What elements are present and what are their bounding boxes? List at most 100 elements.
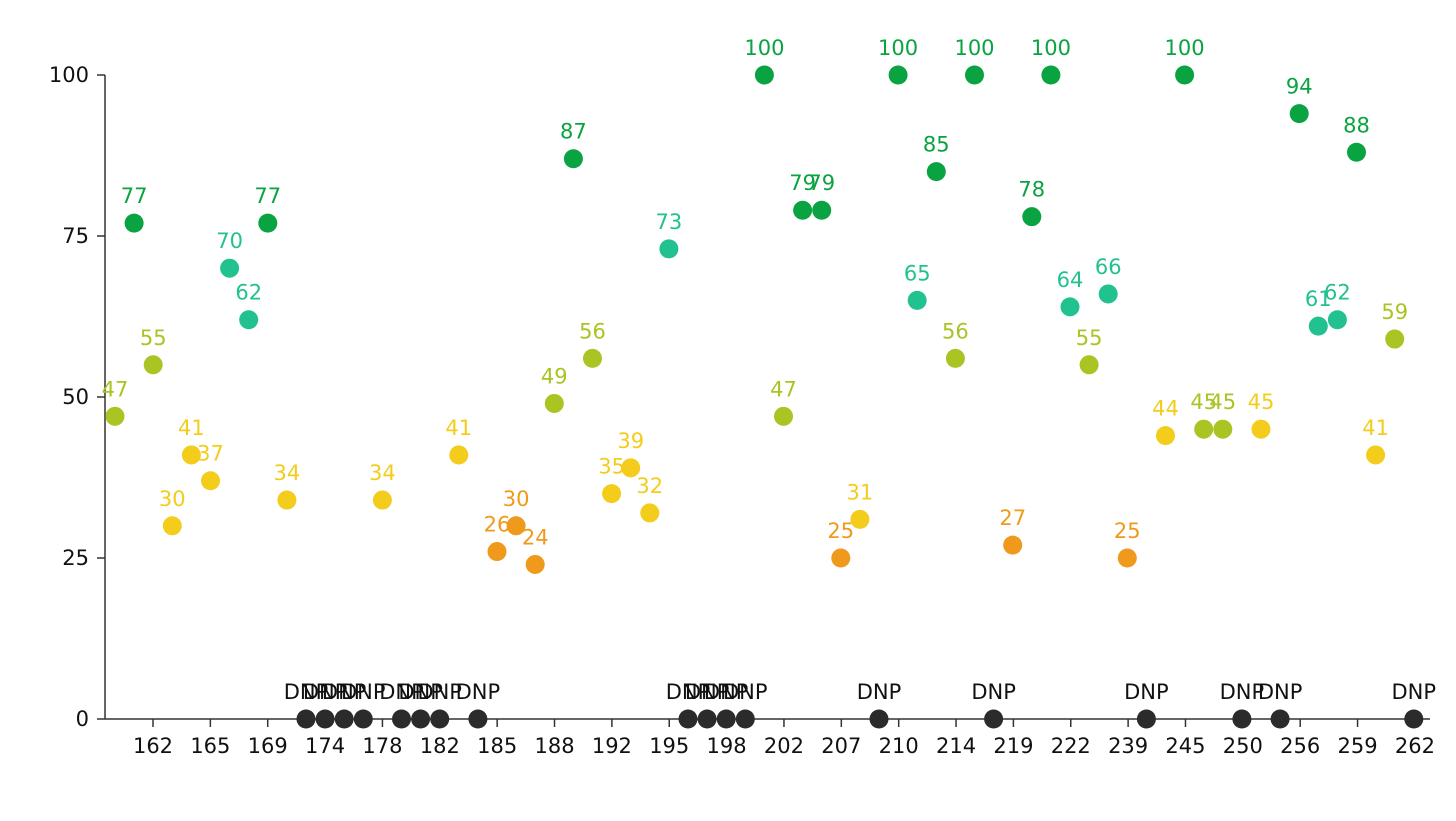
data-point — [220, 258, 240, 278]
data-label: 66 — [1095, 255, 1122, 279]
dnp-point — [869, 709, 889, 729]
dnp-point — [1232, 709, 1252, 729]
dnp-label: DNP — [857, 680, 902, 704]
dnp-label: DNP — [417, 680, 462, 704]
dnp-label: DNP — [456, 680, 501, 704]
data-point — [754, 65, 774, 85]
dnp-point — [716, 709, 736, 729]
x-tick-label: 178 — [362, 734, 402, 758]
data-label: 47 — [770, 377, 797, 401]
data-label: 100 — [1165, 36, 1205, 60]
data-point — [602, 484, 622, 504]
data-point — [659, 239, 679, 259]
data-point — [621, 458, 641, 478]
data-label: 47 — [102, 377, 129, 401]
data-point — [1003, 535, 1023, 555]
data-label: 41 — [1362, 416, 1389, 440]
data-label: 56 — [579, 319, 606, 343]
data-label: 77 — [121, 184, 148, 208]
data-labels: 47775530413770627734DNPDNPDNPDNP34DNPDNP… — [102, 36, 1436, 704]
data-label: 25 — [827, 519, 854, 543]
data-label: 100 — [878, 36, 918, 60]
x-tick-label: 256 — [1280, 734, 1320, 758]
data-label: 34 — [274, 461, 301, 485]
data-point — [201, 471, 220, 491]
dnp-point — [1404, 709, 1424, 729]
dnp-point — [334, 709, 354, 729]
data-point — [907, 290, 927, 310]
x-tick-label: 222 — [1051, 734, 1091, 758]
data-point — [1156, 426, 1175, 446]
data-point — [1347, 142, 1366, 162]
data-label: 70 — [216, 229, 243, 253]
data-label: 62 — [235, 281, 262, 305]
x-tick-label: 214 — [936, 734, 976, 758]
dnp-label: DNP — [1258, 680, 1303, 704]
data-point — [258, 213, 278, 233]
dnp-point — [697, 709, 717, 729]
data-label: 79 — [808, 171, 835, 195]
data-label: 44 — [1152, 397, 1179, 421]
data-label: 31 — [847, 480, 874, 504]
data-label: 61 — [1305, 287, 1332, 311]
dnp-point — [296, 709, 316, 729]
data-point — [372, 490, 392, 510]
dnp-label: DNP — [704, 680, 749, 704]
data-label: 45 — [1248, 390, 1275, 414]
dnp-label: DNP — [723, 680, 768, 704]
dnp-label: DNP — [1392, 680, 1437, 704]
data-label: 87 — [560, 120, 587, 144]
x-tick-label: 188 — [534, 734, 574, 758]
y-tick-label: 100 — [49, 63, 89, 87]
data-label: 78 — [1018, 178, 1045, 202]
y-tick-label: 75 — [62, 224, 89, 248]
data-label: 59 — [1381, 300, 1408, 324]
data-point — [1327, 310, 1347, 330]
dnp-label: DNP — [398, 680, 443, 704]
data-point — [487, 542, 507, 562]
y-tick-label: 50 — [62, 385, 89, 409]
data-label: 34 — [369, 461, 396, 485]
y-tick-label: 0 — [76, 707, 89, 731]
x-tick-label: 210 — [879, 734, 919, 758]
data-label: 45 — [1209, 390, 1236, 414]
data-label: 100 — [744, 36, 784, 60]
data-point — [774, 406, 793, 426]
dnp-point — [392, 709, 411, 729]
dnp-label: DNP — [341, 680, 386, 704]
data-label: 100 — [954, 36, 994, 60]
y-tick-label: 25 — [62, 546, 89, 570]
dnp-point — [984, 709, 1004, 729]
dnp-point — [735, 709, 755, 729]
x-axis: 162 165 169 174 178 182 185 188 192 195 198 202 207 2… — [105, 718, 1435, 758]
data-label: 41 — [178, 416, 205, 440]
data-point — [449, 445, 469, 465]
dnp-point — [315, 709, 335, 729]
y-axis: 0 25 50 75 100 — [49, 63, 106, 731]
x-tick-label: 174 — [305, 734, 345, 758]
data-label: 62 — [1324, 281, 1351, 305]
dnp-label: DNP — [1220, 680, 1265, 704]
data-label: 79 — [789, 171, 816, 195]
data-point — [525, 554, 545, 574]
data-point — [812, 200, 832, 220]
x-tick-label: 182 — [420, 734, 460, 758]
data-point — [105, 406, 125, 426]
data-points — [105, 65, 1424, 729]
data-point — [1117, 548, 1137, 568]
data-label: 49 — [541, 364, 568, 388]
data-point — [1213, 419, 1233, 439]
dnp-point — [411, 709, 431, 729]
dnp-label: DNP — [971, 680, 1016, 704]
data-label: 100 — [1031, 36, 1071, 60]
x-tick-label: 185 — [477, 734, 517, 758]
data-point — [1041, 65, 1061, 85]
data-point — [143, 355, 163, 375]
data-point — [1079, 355, 1099, 375]
data-point — [1175, 65, 1195, 85]
data-label: 35 — [598, 455, 625, 479]
data-label: 65 — [904, 261, 931, 285]
data-label: 30 — [503, 487, 530, 511]
data-point — [1289, 104, 1309, 124]
